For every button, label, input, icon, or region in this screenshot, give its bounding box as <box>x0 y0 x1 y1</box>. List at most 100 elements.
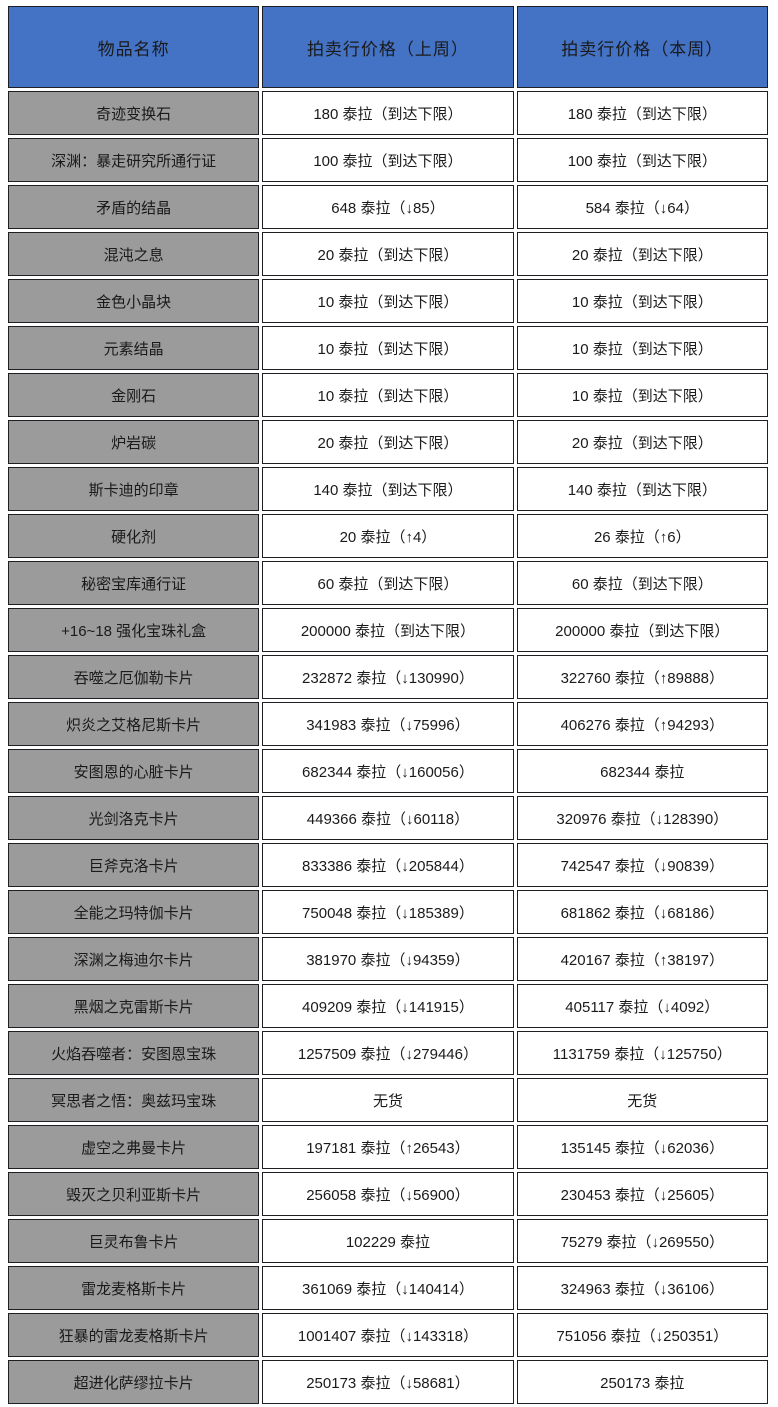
item-name-cell: 元素结晶 <box>8 326 260 370</box>
this-week-price-cell: 250173 泰拉 <box>516 1360 768 1404</box>
item-name-cell: 虚空之弗曼卡片 <box>8 1125 260 1169</box>
item-name-cell: 金色小晶块 <box>8 279 260 323</box>
this-week-price-cell: 75279 泰拉（↓269550） <box>516 1219 768 1263</box>
item-name-cell: 全能之玛特伽卡片 <box>8 890 260 934</box>
last-week-price-cell: 361069 泰拉（↓140414） <box>262 1266 514 1310</box>
item-name-cell: 金刚石 <box>8 373 260 417</box>
table-row: 奇迹变换石 180 泰拉（到达下限） 180 泰拉（到达下限） <box>8 91 768 135</box>
this-week-price-cell: 230453 泰拉（↓25605） <box>516 1172 768 1216</box>
price-table-body: 奇迹变换石 180 泰拉（到达下限） 180 泰拉（到达下限） 深渊：暴走研究所… <box>8 91 768 1407</box>
this-week-price-cell: 100 泰拉（到达下限） <box>516 138 768 182</box>
last-week-price-cell: 10 泰拉（到达下限） <box>262 373 514 417</box>
this-week-price-cell: 742547 泰拉（↓90839） <box>516 843 768 887</box>
this-week-price-cell: 405117 泰拉（↓4092） <box>516 984 768 1028</box>
item-name-cell: 狂暴的雷龙麦格斯卡片 <box>8 1313 260 1357</box>
table-row: 光剑洛克卡片 449366 泰拉（↓60118） 320976 泰拉（↓1283… <box>8 796 768 840</box>
last-week-price-cell: 449366 泰拉（↓60118） <box>262 796 514 840</box>
item-name-cell: 冥思者之悟：奥兹玛宝珠 <box>8 1078 260 1122</box>
this-week-price-cell: 584 泰拉（↓64） <box>516 185 768 229</box>
last-week-price-cell: 20 泰拉（到达下限） <box>262 232 514 276</box>
last-week-price-cell: 102229 泰拉 <box>262 1219 514 1263</box>
last-week-price-cell: 648 泰拉（↓85） <box>262 185 514 229</box>
last-week-price-cell: 381970 泰拉（↓94359） <box>262 937 514 981</box>
this-week-price-cell: 140 泰拉（到达下限） <box>516 467 768 511</box>
table-row: 安图恩的心脏卡片 682344 泰拉（↓160056） 682344 泰拉 <box>8 749 768 793</box>
last-week-price-cell: 180 泰拉（到达下限） <box>262 91 514 135</box>
last-week-price-cell: 无货 <box>262 1078 514 1122</box>
this-week-price-cell: 10 泰拉（到达下限） <box>516 279 768 323</box>
last-week-price-cell: 20 泰拉（↑4） <box>262 514 514 558</box>
column-header-item-name: 物品名称 <box>8 6 260 88</box>
this-week-price-cell: 10 泰拉（到达下限） <box>516 373 768 417</box>
table-row: 虚空之弗曼卡片 197181 泰拉（↑26543） 135145 泰拉（↓620… <box>8 1125 768 1169</box>
table-row: 狂暴的雷龙麦格斯卡片 1001407 泰拉（↓143318） 751056 泰拉… <box>8 1313 768 1357</box>
item-name-cell: 炽炎之艾格尼斯卡片 <box>8 702 260 746</box>
table-row: 金刚石 10 泰拉（到达下限） 10 泰拉（到达下限） <box>8 373 768 417</box>
last-week-price-cell: 341983 泰拉（↓75996） <box>262 702 514 746</box>
table-row: 巨灵布鲁卡片 102229 泰拉 75279 泰拉（↓269550） <box>8 1219 768 1263</box>
price-table-header: 物品名称 拍卖行价格（上周） 拍卖行价格（本周） <box>8 6 768 88</box>
this-week-price-cell: 20 泰拉（到达下限） <box>516 232 768 276</box>
last-week-price-cell: 200000 泰拉（到达下限） <box>262 608 514 652</box>
last-week-price-cell: 1001407 泰拉（↓143318） <box>262 1313 514 1357</box>
this-week-price-cell: 324963 泰拉（↓36106） <box>516 1266 768 1310</box>
last-week-price-cell: 10 泰拉（到达下限） <box>262 279 514 323</box>
table-row: 硬化剂 20 泰拉（↑4） 26 泰拉（↑6） <box>8 514 768 558</box>
item-name-cell: 黑烟之克雷斯卡片 <box>8 984 260 1028</box>
last-week-price-cell: 140 泰拉（到达下限） <box>262 467 514 511</box>
last-week-price-cell: 197181 泰拉（↑26543） <box>262 1125 514 1169</box>
last-week-price-cell: 409209 泰拉（↓141915） <box>262 984 514 1028</box>
last-week-price-cell: 1257509 泰拉（↓279446） <box>262 1031 514 1075</box>
item-name-cell: 火焰吞噬者：安图恩宝珠 <box>8 1031 260 1075</box>
item-name-cell: 深渊：暴走研究所通行证 <box>8 138 260 182</box>
table-row: 火焰吞噬者：安图恩宝珠 1257509 泰拉（↓279446） 1131759 … <box>8 1031 768 1075</box>
this-week-price-cell: 无货 <box>516 1078 768 1122</box>
table-row: 巨斧克洛卡片 833386 泰拉（↓205844） 742547 泰拉（↓908… <box>8 843 768 887</box>
table-row: 雷龙麦格斯卡片 361069 泰拉（↓140414） 324963 泰拉（↓36… <box>8 1266 768 1310</box>
this-week-price-cell: 751056 泰拉（↓250351） <box>516 1313 768 1357</box>
table-row: 全能之玛特伽卡片 750048 泰拉（↓185389） 681862 泰拉（↓6… <box>8 890 768 934</box>
this-week-price-cell: 322760 泰拉（↑89888） <box>516 655 768 699</box>
last-week-price-cell: 100 泰拉（到达下限） <box>262 138 514 182</box>
price-table: 物品名称 拍卖行价格（上周） 拍卖行价格（本周） 奇迹变换石 180 泰拉（到达… <box>5 3 771 1407</box>
this-week-price-cell: 180 泰拉（到达下限） <box>516 91 768 135</box>
table-row: 秘密宝库通行证 60 泰拉（到达下限） 60 泰拉（到达下限） <box>8 561 768 605</box>
last-week-price-cell: 256058 泰拉（↓56900） <box>262 1172 514 1216</box>
table-row: 矛盾的结晶 648 泰拉（↓85） 584 泰拉（↓64） <box>8 185 768 229</box>
this-week-price-cell: 320976 泰拉（↓128390） <box>516 796 768 840</box>
item-name-cell: 奇迹变换石 <box>8 91 260 135</box>
this-week-price-cell: 20 泰拉（到达下限） <box>516 420 768 464</box>
last-week-price-cell: 750048 泰拉（↓185389） <box>262 890 514 934</box>
table-row: 深渊之梅迪尔卡片 381970 泰拉（↓94359） 420167 泰拉（↑38… <box>8 937 768 981</box>
table-row: 毁灭之贝利亚斯卡片 256058 泰拉（↓56900） 230453 泰拉（↓2… <box>8 1172 768 1216</box>
item-name-cell: +16~18 强化宝珠礼盒 <box>8 608 260 652</box>
table-row: 深渊：暴走研究所通行证 100 泰拉（到达下限） 100 泰拉（到达下限） <box>8 138 768 182</box>
item-name-cell: 矛盾的结晶 <box>8 185 260 229</box>
table-row: 混沌之息 20 泰拉（到达下限） 20 泰拉（到达下限） <box>8 232 768 276</box>
this-week-price-cell: 200000 泰拉（到达下限） <box>516 608 768 652</box>
this-week-price-cell: 135145 泰拉（↓62036） <box>516 1125 768 1169</box>
this-week-price-cell: 10 泰拉（到达下限） <box>516 326 768 370</box>
item-name-cell: 毁灭之贝利亚斯卡片 <box>8 1172 260 1216</box>
this-week-price-cell: 682344 泰拉 <box>516 749 768 793</box>
item-name-cell: 超进化萨缪拉卡片 <box>8 1360 260 1404</box>
item-name-cell: 光剑洛克卡片 <box>8 796 260 840</box>
last-week-price-cell: 10 泰拉（到达下限） <box>262 326 514 370</box>
item-name-cell: 硬化剂 <box>8 514 260 558</box>
this-week-price-cell: 420167 泰拉（↑38197） <box>516 937 768 981</box>
column-header-price-last-week: 拍卖行价格（上周） <box>262 6 514 88</box>
table-row: 黑烟之克雷斯卡片 409209 泰拉（↓141915） 405117 泰拉（↓4… <box>8 984 768 1028</box>
table-row: 吞噬之厄伽勒卡片 232872 泰拉（↓130990） 322760 泰拉（↑8… <box>8 655 768 699</box>
this-week-price-cell: 681862 泰拉（↓68186） <box>516 890 768 934</box>
last-week-price-cell: 250173 泰拉（↓58681） <box>262 1360 514 1404</box>
table-row: 元素结晶 10 泰拉（到达下限） 10 泰拉（到达下限） <box>8 326 768 370</box>
item-name-cell: 安图恩的心脏卡片 <box>8 749 260 793</box>
table-row: 超进化萨缪拉卡片 250173 泰拉（↓58681） 250173 泰拉 <box>8 1360 768 1404</box>
table-row: +16~18 强化宝珠礼盒 200000 泰拉（到达下限） 200000 泰拉（… <box>8 608 768 652</box>
item-name-cell: 深渊之梅迪尔卡片 <box>8 937 260 981</box>
this-week-price-cell: 26 泰拉（↑6） <box>516 514 768 558</box>
last-week-price-cell: 20 泰拉（到达下限） <box>262 420 514 464</box>
item-name-cell: 巨斧克洛卡片 <box>8 843 260 887</box>
last-week-price-cell: 833386 泰拉（↓205844） <box>262 843 514 887</box>
